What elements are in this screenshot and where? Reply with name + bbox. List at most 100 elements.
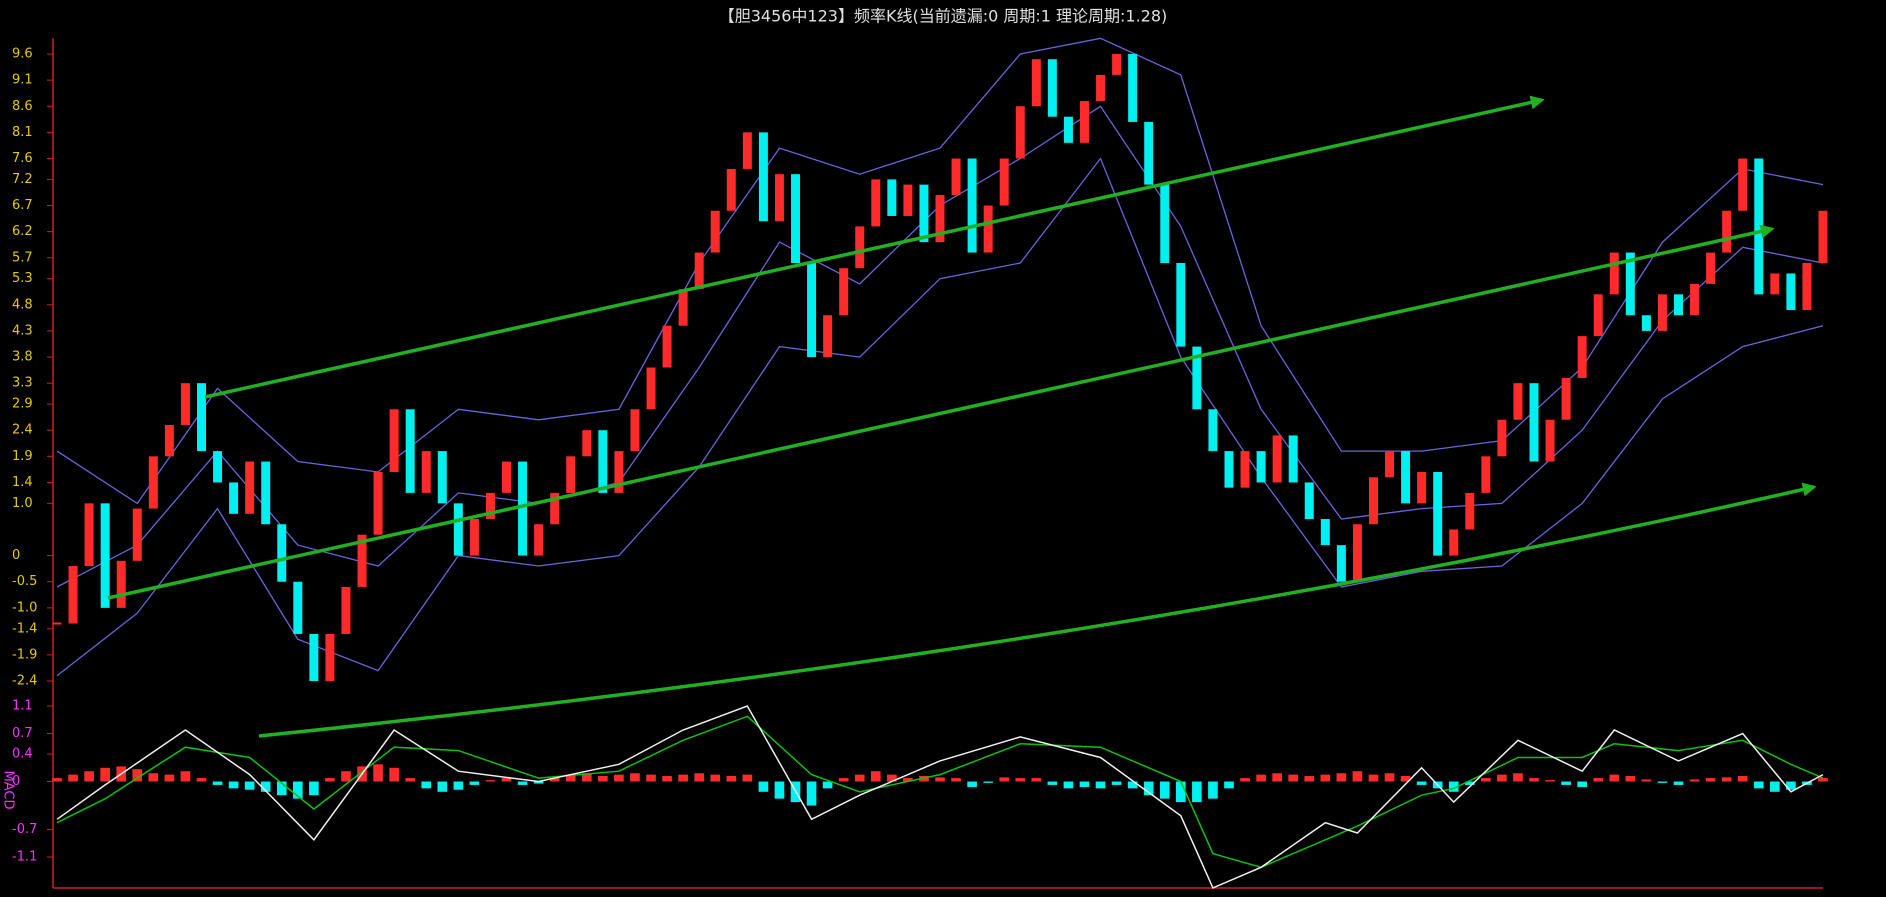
macd-bar bbox=[1272, 773, 1282, 782]
k-bar bbox=[1160, 184, 1170, 263]
macd-bar bbox=[1192, 781, 1202, 803]
macd-bar bbox=[517, 781, 528, 785]
k-bar bbox=[325, 633, 335, 681]
k-bar bbox=[967, 158, 977, 253]
y-tick-label: 1.0 bbox=[12, 496, 33, 511]
macd-bar bbox=[1818, 778, 1828, 782]
k-bar bbox=[1625, 252, 1635, 316]
y-tick-label: 1.4 bbox=[12, 475, 33, 490]
macd-bar bbox=[967, 781, 977, 787]
y-tick-label: 6.2 bbox=[12, 224, 33, 239]
k-bar bbox=[1224, 451, 1234, 488]
k-bar bbox=[823, 315, 833, 358]
y-tick-label: 4.3 bbox=[12, 323, 33, 338]
macd-bar bbox=[196, 778, 207, 782]
y-tick-label: -2.4 bbox=[12, 674, 37, 689]
k-bar bbox=[1722, 210, 1732, 253]
k-bar bbox=[1288, 435, 1298, 483]
y-tick-label: 1.9 bbox=[12, 449, 33, 464]
k-bar bbox=[213, 451, 223, 483]
k-bar bbox=[758, 132, 768, 222]
macd-bar bbox=[1079, 781, 1090, 787]
k-bar bbox=[421, 451, 431, 493]
macd-bar bbox=[1159, 781, 1170, 799]
k-bar bbox=[646, 367, 656, 410]
macd-bar bbox=[1753, 781, 1764, 789]
y-tick-label: 2.4 bbox=[12, 423, 33, 438]
k-bar bbox=[357, 534, 367, 587]
trend-arrows bbox=[107, 95, 1817, 738]
k-bar bbox=[1320, 519, 1330, 546]
k-bar bbox=[919, 184, 929, 243]
k-bar bbox=[1385, 451, 1395, 478]
k-bar bbox=[373, 472, 383, 535]
k-bar bbox=[1786, 273, 1796, 311]
k-bar bbox=[839, 268, 849, 316]
k-bar bbox=[309, 633, 319, 681]
macd-bar bbox=[678, 774, 688, 782]
y-tick-label: -0.5 bbox=[12, 574, 37, 589]
macd-bar bbox=[1545, 780, 1555, 782]
macd-bar bbox=[180, 771, 191, 782]
macd-bar bbox=[276, 781, 287, 796]
k-bar bbox=[52, 622, 62, 625]
macd-bar bbox=[84, 771, 94, 782]
macd-bar bbox=[1063, 781, 1074, 789]
macd-bar bbox=[999, 777, 1010, 782]
macd-bar bbox=[838, 778, 849, 782]
macd-bar bbox=[1481, 778, 1491, 782]
macd-bar bbox=[549, 778, 560, 782]
macd-bar bbox=[742, 774, 753, 782]
k-bar bbox=[1079, 101, 1089, 143]
macd-bar bbox=[1047, 781, 1058, 785]
k-bar bbox=[1368, 477, 1378, 525]
k-bar bbox=[341, 586, 351, 634]
macd-bar bbox=[212, 781, 223, 785]
macd-bar bbox=[1336, 773, 1347, 782]
macd-bar bbox=[1657, 781, 1668, 783]
macd-bar bbox=[598, 776, 608, 782]
k-bar bbox=[518, 461, 528, 556]
k-bar bbox=[694, 252, 704, 290]
macd-bar bbox=[694, 773, 704, 782]
k-bar bbox=[1513, 383, 1523, 420]
macd-bar bbox=[1641, 779, 1652, 782]
k-bar bbox=[405, 409, 415, 493]
k-bar bbox=[1304, 482, 1314, 520]
macd-bar bbox=[1609, 774, 1620, 782]
k-bar bbox=[630, 409, 640, 452]
k-bar bbox=[502, 461, 512, 493]
macd-bar bbox=[1625, 776, 1636, 782]
k-bar bbox=[1240, 451, 1250, 488]
macd-bar bbox=[1384, 773, 1395, 782]
macd-bar bbox=[951, 778, 961, 782]
macd-bar bbox=[1015, 778, 1026, 782]
k-bar bbox=[1063, 116, 1073, 143]
macd-bar bbox=[1497, 774, 1507, 782]
y-tick-label: 7.2 bbox=[12, 172, 33, 187]
k-bar bbox=[1770, 273, 1780, 295]
macd-bar bbox=[1786, 781, 1796, 790]
macd-bar bbox=[148, 773, 159, 782]
k-bar bbox=[1545, 419, 1555, 462]
k-bar bbox=[855, 226, 865, 269]
k-bar bbox=[807, 263, 817, 358]
k-bar bbox=[68, 566, 78, 624]
macd-bar bbox=[1593, 778, 1604, 782]
k-bar bbox=[437, 451, 447, 504]
macd-bar bbox=[68, 774, 78, 782]
macd-bar bbox=[1770, 781, 1780, 792]
y-tick-label: 3.3 bbox=[12, 376, 33, 391]
k-bar bbox=[1754, 158, 1764, 295]
macd-bar bbox=[1689, 779, 1700, 782]
macd-bar bbox=[726, 776, 737, 782]
dea-line bbox=[56, 715, 1824, 869]
band-line bbox=[56, 157, 1824, 677]
k-bar bbox=[148, 456, 158, 509]
macd-bar bbox=[1256, 774, 1266, 782]
k-bar bbox=[1465, 492, 1475, 530]
trend-arrow bbox=[258, 482, 1817, 738]
k-bar bbox=[1176, 263, 1186, 347]
